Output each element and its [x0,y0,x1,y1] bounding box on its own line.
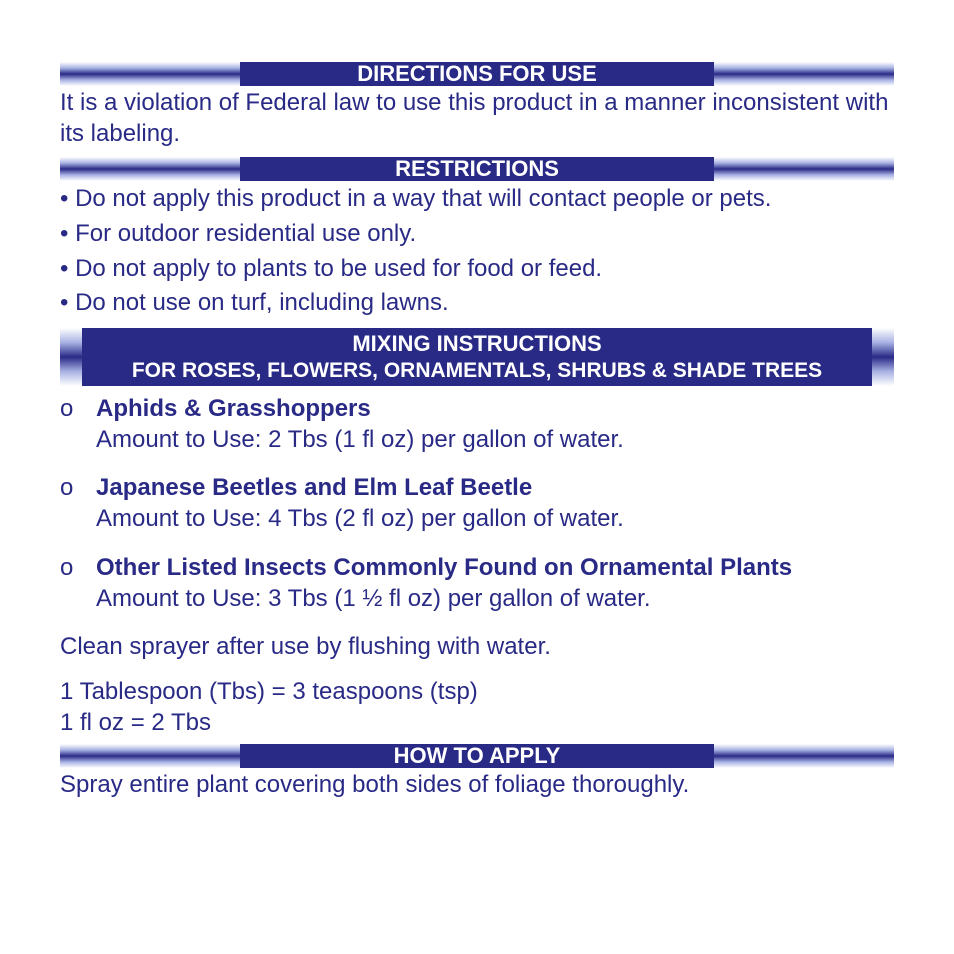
header-bar-right [714,744,894,768]
bullet-o: o [60,553,96,614]
header-bar-left [60,157,240,181]
mixing-title: MIXING INSTRUCTIONS FOR ROSES, FLOWERS, … [82,328,872,386]
header-bar-right [714,62,894,86]
mixing-item: o Japanese Beetles and Elm Leaf Beetle A… [60,473,894,534]
restrictions-title: RESTRICTIONS [240,157,714,181]
mixing-list: o Aphids & Grasshoppers Amount to Use: 2… [60,394,894,614]
header-bar-right [872,328,894,386]
conversions: 1 Tablespoon (Tbs) = 3 teaspoons (tsp) 1… [60,677,894,738]
conversion-line: 1 Tablespoon (Tbs) = 3 teaspoons (tsp) [60,677,894,708]
directions-text: It is a violation of Federal law to use … [60,88,894,149]
restrictions-header: RESTRICTIONS [60,157,894,181]
how-to-apply-text: Spray entire plant covering both sides o… [60,770,894,801]
header-bar-right [714,157,894,181]
conversion-line: 1 fl oz = 2 Tbs [60,708,894,739]
how-to-apply-header: HOW TO APPLY [60,744,894,768]
product-label: DIRECTIONS FOR USE It is a violation of … [0,0,954,801]
header-bar-left [60,328,82,386]
bullet-o: o [60,394,96,455]
mixing-title-line2: FOR ROSES, FLOWERS, ORNAMENTALS, SHRUBS … [88,358,866,383]
restriction-item: • Do not use on turf, including lawns. [60,287,894,320]
mixing-item-amount: Amount to Use: 4 Tbs (2 fl oz) per gallo… [96,504,894,535]
header-bar-left [60,744,240,768]
mixing-item-title: Aphids & Grasshoppers [96,394,894,425]
mixing-item-amount: Amount to Use: 2 Tbs (1 fl oz) per gallo… [96,425,894,456]
restriction-item: • Do not apply this product in a way tha… [60,183,894,216]
mixing-title-line1: MIXING INSTRUCTIONS [88,331,866,357]
mixing-item-title: Other Listed Insects Commonly Found on O… [96,553,894,584]
directions-header: DIRECTIONS FOR USE [60,62,894,86]
restrictions-list: • Do not apply this product in a way tha… [60,183,894,320]
bullet-o: o [60,473,96,534]
directions-title: DIRECTIONS FOR USE [240,62,714,86]
restriction-item: • Do not apply to plants to be used for … [60,253,894,286]
mixing-item: o Other Listed Insects Commonly Found on… [60,553,894,614]
how-to-apply-title: HOW TO APPLY [240,744,714,768]
header-bar-left [60,62,240,86]
mixing-header: MIXING INSTRUCTIONS FOR ROSES, FLOWERS, … [60,328,894,386]
mixing-item-title: Japanese Beetles and Elm Leaf Beetle [96,473,894,504]
restriction-item: • For outdoor residential use only. [60,218,894,251]
mixing-item: o Aphids & Grasshoppers Amount to Use: 2… [60,394,894,455]
clean-sprayer-note: Clean sprayer after use by flushing with… [60,632,894,663]
mixing-item-amount: Amount to Use: 3 Tbs (1 ½ fl oz) per gal… [96,584,894,615]
